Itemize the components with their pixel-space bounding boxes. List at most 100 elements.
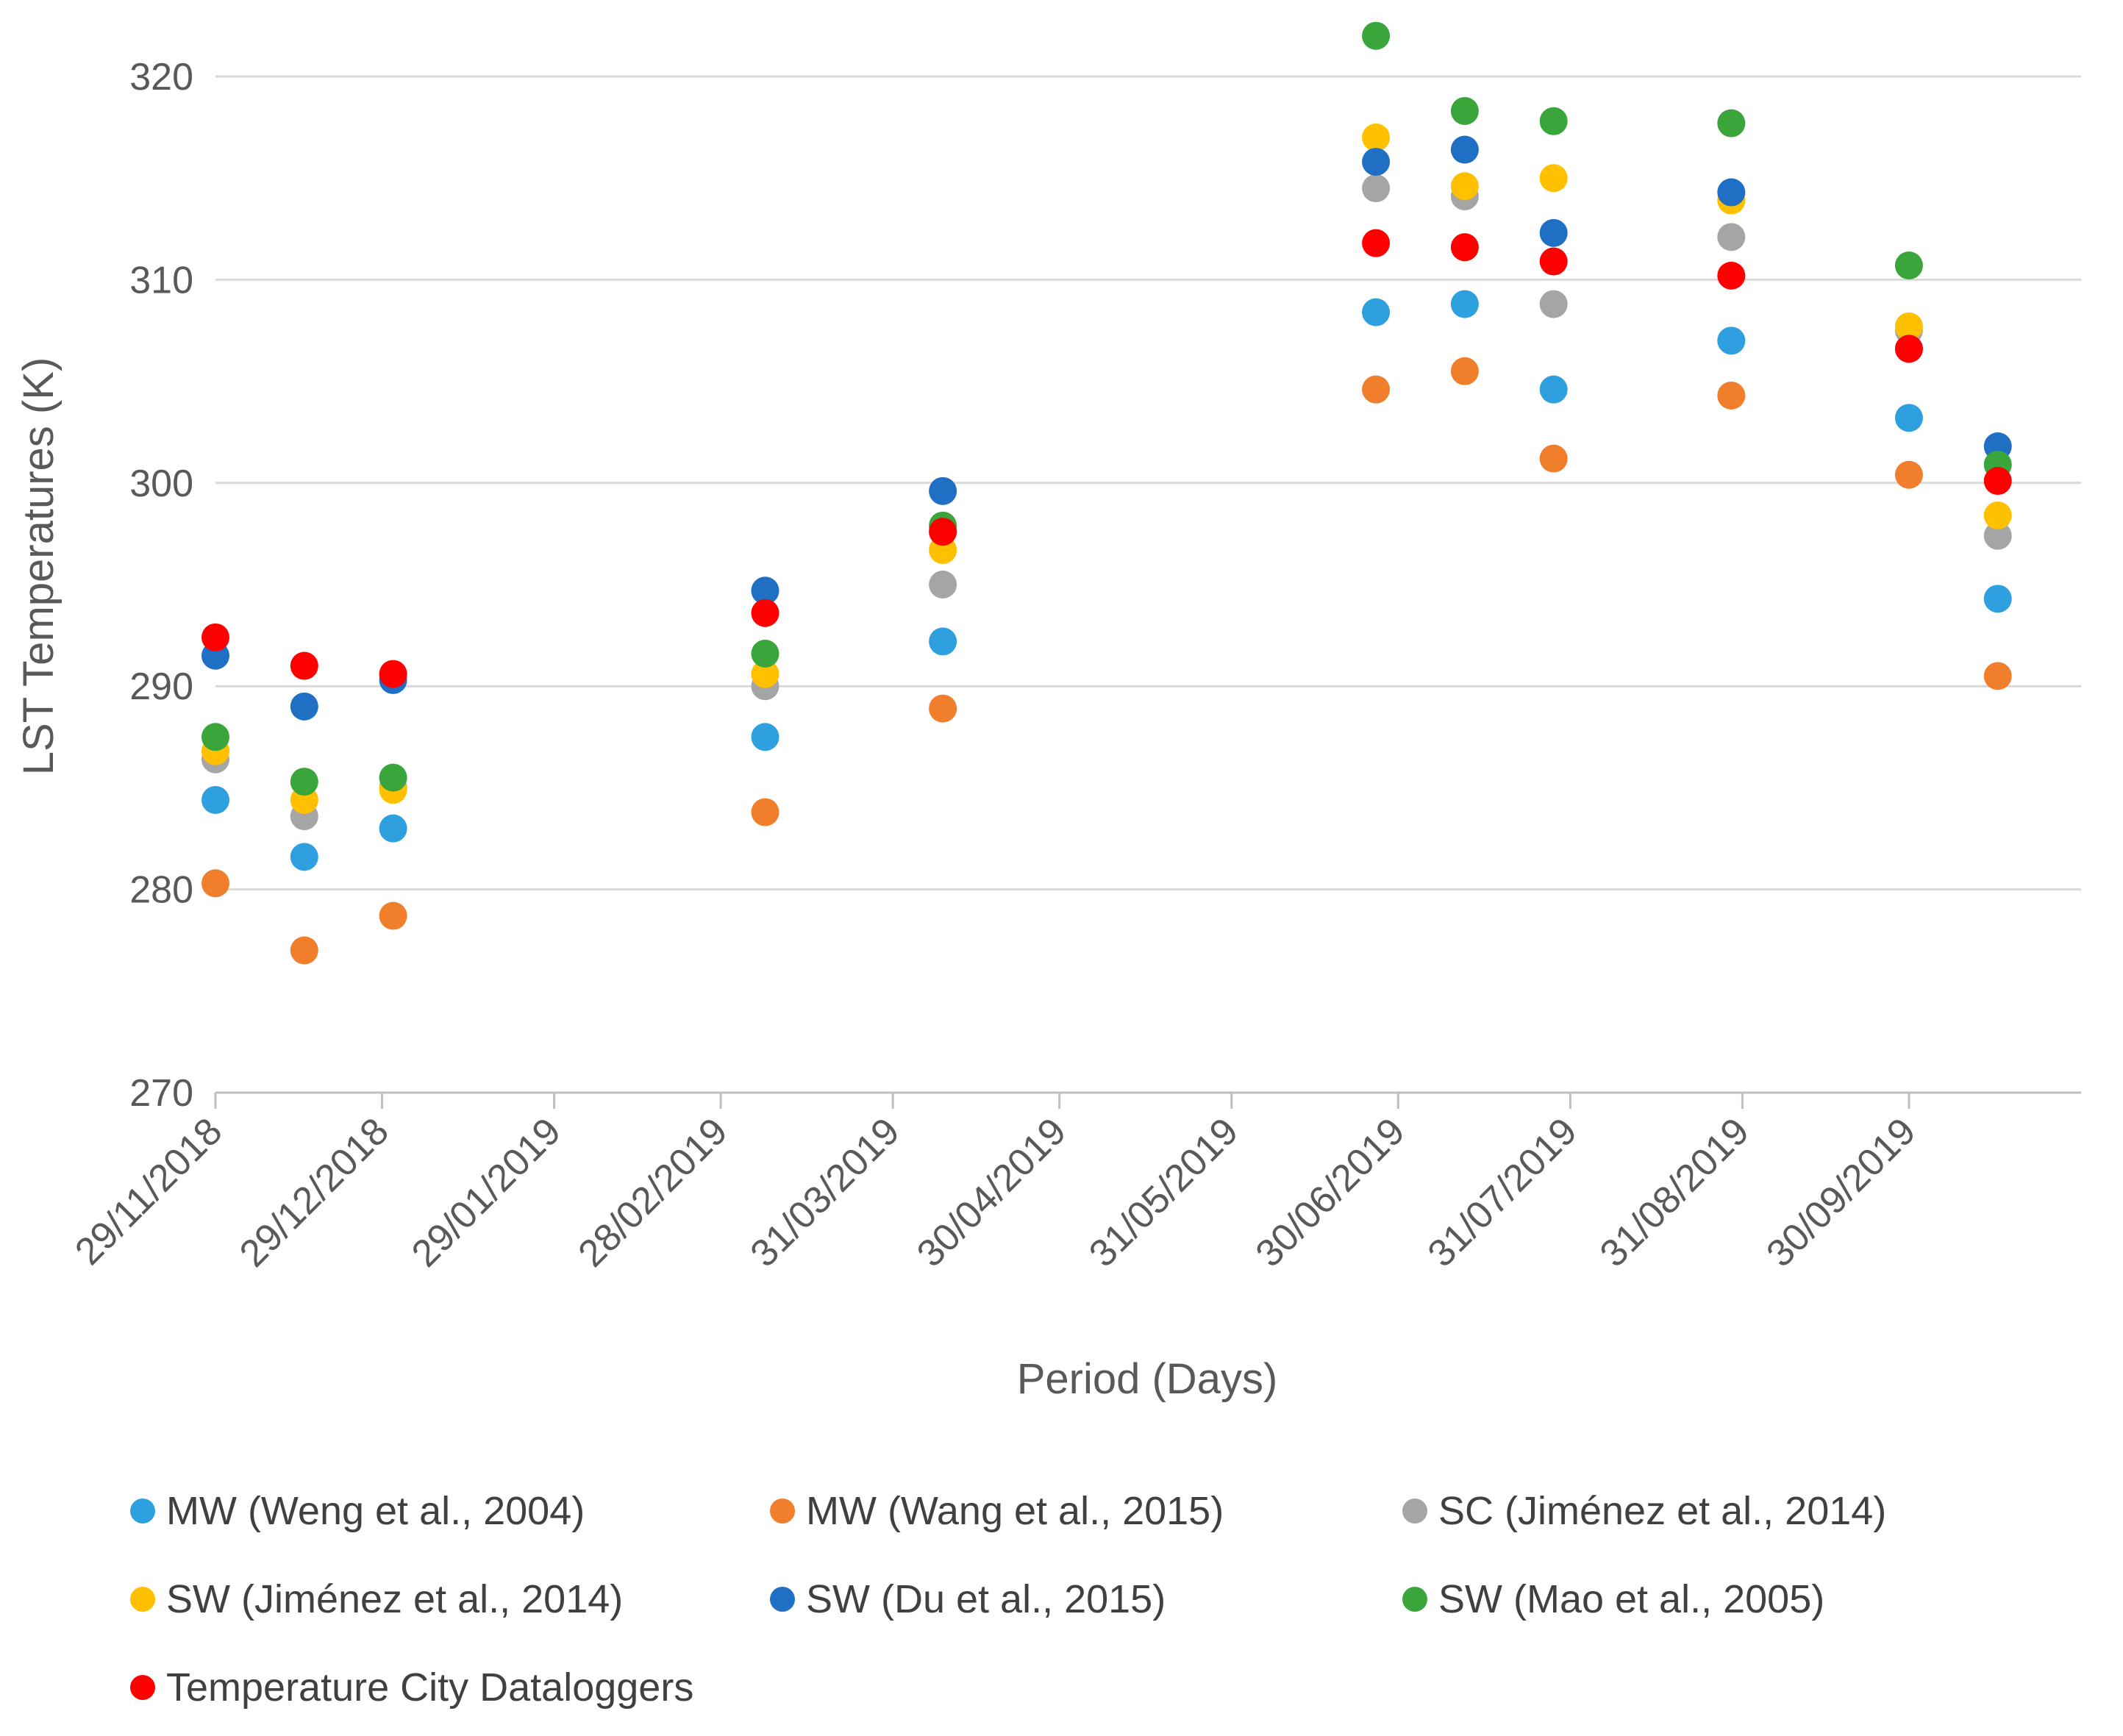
y-tick-label: 280	[129, 869, 193, 912]
data-point	[929, 518, 957, 546]
series-6	[201, 21, 2012, 796]
data-point	[290, 936, 318, 965]
series-7	[201, 229, 2012, 688]
legend-swatch	[770, 1499, 795, 1524]
data-point	[929, 627, 957, 656]
data-point	[1450, 233, 1479, 262]
data-point	[1450, 135, 1479, 164]
data-point	[1894, 251, 1923, 280]
data-point	[1362, 123, 1391, 151]
legend: MW (Weng et al., 2004) MW (Wang et al., 2…	[130, 1489, 1886, 1710]
x-tick-label: 31/03/2019	[743, 1110, 908, 1275]
data-point	[201, 869, 229, 898]
legend-item: SW (Jiménez et al., 2014)	[130, 1577, 623, 1621]
y-tick-label: 310	[129, 259, 193, 301]
legend-swatch	[1402, 1587, 1427, 1612]
data-point	[1717, 109, 1746, 137]
data-point	[1717, 326, 1746, 355]
x-tick-label: 31/07/2019	[1420, 1110, 1585, 1275]
legend-label: MW (Wang et al., 2015)	[806, 1489, 1224, 1533]
data-point	[751, 576, 779, 605]
legend-swatch	[130, 1587, 155, 1612]
data-point	[1894, 460, 1923, 489]
data-point	[1717, 178, 1746, 207]
x-tick-label: 31/08/2019	[1592, 1110, 1758, 1275]
data-point	[1362, 21, 1391, 50]
data-point	[751, 660, 779, 688]
data-point	[1717, 261, 1746, 290]
data-point	[1983, 662, 2012, 690]
series-5	[201, 135, 2012, 721]
x-tick-label: 29/11/2018	[67, 1110, 230, 1273]
data-point	[1362, 375, 1391, 404]
legend-label: Temperature City Dataloggers	[166, 1665, 693, 1710]
data-point	[1539, 247, 1568, 276]
legend-item: SW (Mao et al., 2005)	[1402, 1577, 1824, 1621]
legend-label: SC (Jiménez et al., 2014)	[1438, 1489, 1886, 1533]
data-point	[1539, 164, 1568, 193]
data-point	[379, 660, 407, 688]
legend-item: Temperature City Dataloggers	[130, 1665, 693, 1710]
data-point	[1983, 467, 2012, 496]
data-points	[201, 21, 2012, 965]
data-point	[1717, 381, 1746, 410]
legend-swatch	[770, 1587, 795, 1612]
axes: 270 280 290 300 310 320 29/11/2018 29/12/2018 29…	[67, 56, 2081, 1276]
data-point	[751, 639, 779, 668]
data-point	[201, 785, 229, 814]
data-point	[201, 723, 229, 751]
data-point	[1362, 148, 1391, 176]
data-point	[1450, 172, 1479, 201]
legend-label: SW (Du et al., 2015)	[806, 1577, 1166, 1621]
legend-swatch	[130, 1499, 155, 1524]
x-tick-label: 28/02/2019	[571, 1110, 736, 1275]
data-point	[290, 843, 318, 871]
y-tick-label: 270	[129, 1072, 193, 1115]
data-point	[1362, 174, 1391, 203]
data-point	[1539, 375, 1568, 404]
data-point	[290, 651, 318, 680]
data-point	[1450, 357, 1479, 385]
legend-label: MW (Weng et al., 2004)	[166, 1489, 585, 1533]
data-point	[1450, 96, 1479, 125]
series-1	[201, 290, 2012, 871]
y-tick-label: 320	[129, 56, 193, 99]
data-point	[1539, 444, 1568, 473]
data-point	[929, 694, 957, 723]
legend-swatch	[130, 1675, 155, 1700]
data-point	[1983, 521, 2012, 550]
data-point	[751, 599, 779, 627]
legend-label: SW (Mao et al., 2005)	[1438, 1577, 1824, 1621]
data-point	[1362, 229, 1391, 257]
legend-item: MW (Wang et al., 2015)	[770, 1489, 1224, 1533]
data-point	[929, 476, 957, 505]
legend-item: MW (Weng et al., 2004)	[130, 1489, 585, 1533]
y-axis-title: LST Temperatures (K)	[15, 357, 63, 775]
x-tick-label: 29/12/2018	[232, 1110, 397, 1275]
data-point	[1450, 290, 1479, 318]
legend-swatch	[1402, 1499, 1427, 1524]
data-point	[379, 763, 407, 792]
data-point	[379, 901, 407, 930]
legend-label: SW (Jiménez et al., 2014)	[166, 1577, 623, 1621]
x-tick-label: 30/06/2019	[1248, 1110, 1413, 1275]
series-2	[201, 357, 2012, 965]
legend-item: SW (Du et al., 2015)	[770, 1577, 1166, 1621]
data-point	[290, 768, 318, 796]
data-point	[1894, 335, 1923, 363]
data-point	[929, 571, 957, 599]
x-axis-title: Period (Days)	[1017, 1355, 1278, 1403]
gridlines	[215, 75, 2081, 891]
data-point	[1983, 501, 2012, 530]
data-point	[1717, 223, 1746, 251]
y-tick-label: 290	[129, 665, 193, 708]
data-point	[751, 723, 779, 751]
legend-item: SC (Jiménez et al., 2014)	[1402, 1489, 1886, 1533]
x-tick-label: 30/09/2019	[1758, 1110, 1924, 1275]
data-point	[1983, 585, 2012, 613]
data-point	[201, 623, 229, 651]
y-tick-label: 300	[129, 462, 193, 505]
x-tick-label: 29/01/2019	[404, 1110, 569, 1275]
